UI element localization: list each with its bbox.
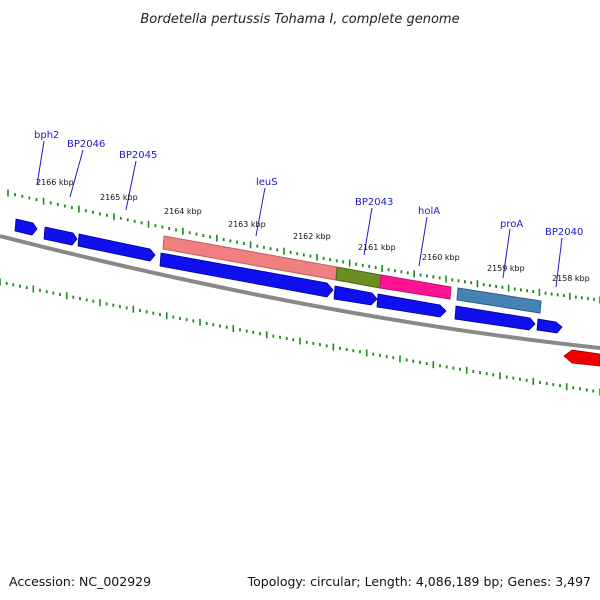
genome-summary-text: Topology: circular; Length: 4,086,189 bp…	[247, 574, 591, 589]
accession-text: Accession: NC_002929	[9, 574, 151, 589]
scale-label-2163: 2163 kbp	[228, 220, 266, 229]
gene-arrow-inner-5[interactable]	[536, 318, 563, 334]
scale-label-2164: 2164 kbp	[164, 207, 202, 216]
gene-arrow-outer-1[interactable]	[14, 218, 38, 236]
gene-label-leaders	[36, 140, 563, 288]
scale-label-2158: 2158 kbp	[552, 274, 590, 283]
gene-label-proA[interactable]: proA	[500, 219, 523, 230]
gene-arrow-inner-2[interactable]	[333, 285, 378, 306]
gene-label-bph2[interactable]: bph2	[34, 130, 59, 141]
gene-label-BP2043[interactable]: BP2043	[355, 197, 393, 208]
feature-bar-proA[interactable]	[456, 287, 542, 314]
gene-label-BP2046[interactable]: BP2046	[67, 139, 105, 150]
gene-arrow-outer-2[interactable]	[43, 226, 78, 246]
gene-arrow-inner-3[interactable]	[376, 293, 447, 318]
gene-arrow-reverse-red[interactable]	[563, 349, 600, 367]
gene-arrow-inner-4[interactable]	[454, 305, 536, 331]
scale-label-2166: 2166 kbp	[36, 178, 74, 187]
scale-label-2160: 2160 kbp	[422, 253, 460, 262]
feature-bar-BP2043[interactable]	[335, 266, 382, 289]
scale-label-2165: 2165 kbp	[100, 193, 138, 202]
gene-label-leuS[interactable]: leuS	[256, 177, 278, 188]
gene-label-BP2040[interactable]: BP2040	[545, 227, 583, 238]
scale-label-2162: 2162 kbp	[293, 232, 331, 241]
scale-track-outer	[7, 189, 600, 304]
gene-arrow-inner-1[interactable]	[159, 252, 334, 298]
map-title: Bordetella pertussis Tohama I, complete …	[140, 12, 459, 27]
gene-arrow-outer-3[interactable]	[77, 233, 156, 262]
scale-label-2161: 2161 kbp	[358, 243, 396, 252]
scale-track-inner	[0, 278, 600, 396]
gene-label-holA[interactable]: holA	[418, 206, 440, 217]
genome-backbone	[0, 234, 600, 350]
gene-label-BP2045[interactable]: BP2045	[119, 150, 157, 161]
feature-bar-holA[interactable]	[379, 274, 452, 300]
scale-label-2159: 2159 kbp	[487, 264, 525, 273]
